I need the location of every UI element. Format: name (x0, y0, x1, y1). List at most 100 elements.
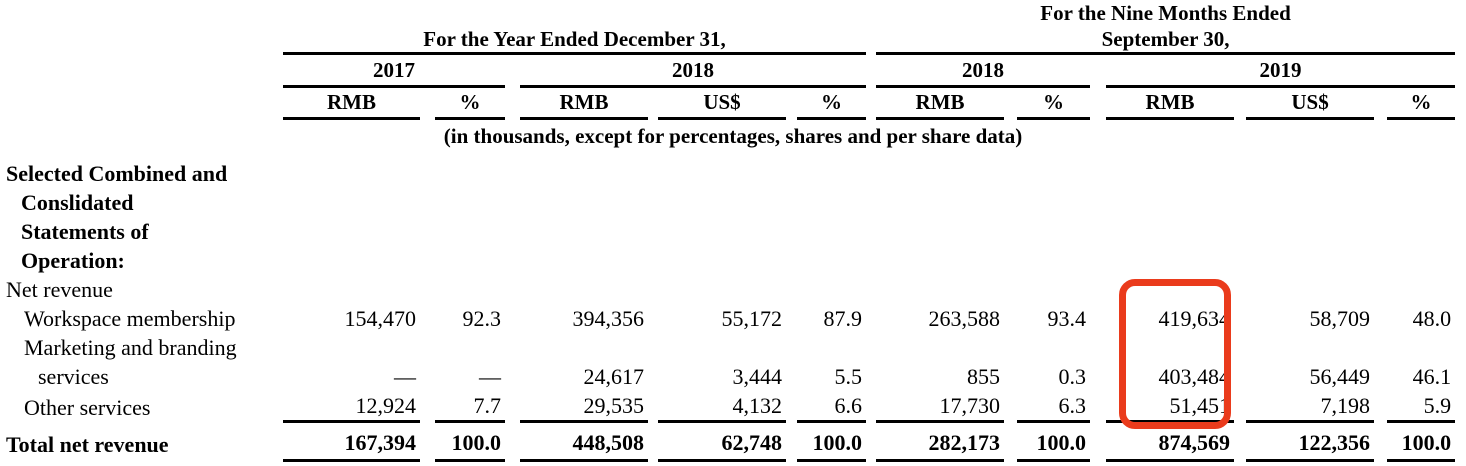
column-gap (1090, 391, 1106, 422)
period-header-line2: For the Year Ended December 31, (423, 27, 726, 51)
column-gap (1090, 54, 1106, 87)
column-gap (1234, 304, 1246, 333)
header-spacer (0, 54, 283, 87)
row-label-other-services: Other services (0, 391, 283, 422)
column-gap (866, 333, 876, 391)
column-gap (1004, 87, 1017, 119)
unit-header-percent: % (1017, 86, 1091, 120)
value-cell: 12,924 (283, 391, 420, 423)
period-header-line2: September 30, (1101, 27, 1230, 51)
value-cell: 7.7 (435, 391, 505, 423)
column-gap (505, 304, 520, 333)
column-gap (866, 422, 876, 461)
value-cell: 56,449 (1309, 364, 1371, 389)
label-line: Operation: (21, 248, 125, 273)
column-gap (1455, 391, 1466, 422)
value-cell: 6.3 (1017, 391, 1091, 423)
column-gap (420, 422, 435, 461)
value-cell: 263,588 (928, 306, 1001, 331)
year-header-2017: 2017 (283, 53, 505, 88)
unit-header-usd: US$ (658, 86, 786, 120)
column-gap (1090, 304, 1106, 333)
header-spacer (0, 0, 283, 54)
header-spacer (0, 87, 283, 119)
column-gap (1374, 333, 1387, 391)
label-line: Net revenue (6, 277, 113, 302)
value-cell-highlighted: 51,451 (1106, 391, 1235, 423)
value-cell: 154,470 (344, 306, 417, 331)
value-cell: 100.0 (435, 421, 505, 462)
column-gap (1004, 391, 1017, 422)
value-cell: 167,394 (283, 421, 420, 462)
value-cell: 394,356 (572, 306, 645, 331)
unit-header-percent: % (797, 86, 867, 120)
year-header-2019: 2019 (1106, 53, 1456, 88)
empty-cells (283, 151, 1466, 275)
note-row: (in thousands, except for percentages, s… (0, 119, 1466, 152)
value-cell: 93.4 (1047, 306, 1087, 331)
unit-header-rmb: RMB (1106, 86, 1235, 120)
column-gap (1455, 333, 1466, 391)
column-gap (648, 422, 658, 461)
value-cell: 5.5 (834, 364, 863, 389)
column-gap (505, 54, 520, 87)
empty-cells (283, 275, 1466, 304)
value-cell: 17,730 (876, 391, 1005, 423)
label-line: Statements of (21, 219, 149, 244)
value-cell-highlighted: 403,484 (1158, 364, 1231, 389)
column-gap (1004, 422, 1017, 461)
year-header-2018-nine-months: 2018 (876, 53, 1091, 88)
value-cell: 58,709 (1309, 306, 1371, 331)
value-cell: 874,569 (1106, 421, 1235, 462)
column-gap (866, 391, 876, 422)
column-gap (1004, 333, 1017, 391)
label-line: Other services (24, 394, 151, 420)
column-gap (420, 304, 435, 333)
column-gap (866, 87, 876, 119)
value-cell: 55,172 (721, 306, 783, 331)
column-gap (420, 391, 435, 422)
table-row: Selected Combined and Conslidated Statem… (0, 151, 1466, 275)
column-gap (866, 54, 876, 87)
column-gap (1090, 87, 1106, 119)
column-gap (648, 333, 658, 391)
column-gap (1090, 422, 1106, 461)
column-gap (1455, 0, 1466, 54)
value-cell: 282,173 (876, 421, 1005, 462)
column-gap (1455, 422, 1466, 461)
unit-header-row: RMB % RMB US$ % RMB % RMB US$ % (0, 86, 1466, 120)
column-gap (505, 87, 520, 119)
column-gap (648, 304, 658, 333)
value-cell: 46.1 (1412, 364, 1452, 389)
value-cell: 100.0 (1387, 421, 1456, 462)
value-cell: 855 (967, 364, 1001, 389)
table-row: Workspace membership 154,470 92.3 394,35… (0, 304, 1466, 333)
row-label-workspace-membership: Workspace membership (0, 304, 283, 333)
column-gap (866, 0, 876, 54)
column-gap (866, 304, 876, 333)
unit-header-percent: % (435, 86, 505, 120)
period-header-row: For the Year Ended December 31, For the … (0, 0, 1466, 55)
column-gap (1374, 304, 1387, 333)
period-header-line1 (283, 0, 866, 26)
value-cell: 7,198 (1246, 391, 1375, 423)
column-gap (786, 391, 797, 422)
value-cell: 29,535 (520, 391, 648, 423)
table-row-total: Total net revenue 167,394 100.0 448,508 … (0, 421, 1466, 462)
year-header-2018-full-year: 2018 (520, 53, 867, 88)
value-cell: 24,617 (583, 364, 645, 389)
column-gap (505, 333, 520, 391)
column-gap (505, 422, 520, 461)
value-cell: 122,356 (1246, 421, 1375, 462)
column-gap (1234, 333, 1246, 391)
units-note: (in thousands, except for percentages, s… (443, 124, 1023, 148)
column-gap (1234, 391, 1246, 422)
unit-header-percent: % (1387, 86, 1456, 120)
unit-header-rmb: RMB (520, 86, 648, 120)
column-gap (786, 333, 797, 391)
value-cell: 6.6 (797, 391, 867, 423)
column-gap (1455, 304, 1466, 333)
value-cell: 100.0 (1017, 421, 1091, 462)
